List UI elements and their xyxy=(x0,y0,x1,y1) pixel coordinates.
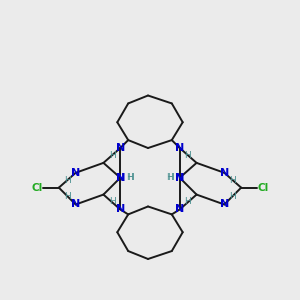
Text: N: N xyxy=(116,143,125,153)
Text: N: N xyxy=(116,173,125,183)
Text: H: H xyxy=(167,173,173,182)
Text: H: H xyxy=(229,176,236,185)
Text: N: N xyxy=(71,168,80,178)
Text: H: H xyxy=(229,192,236,201)
Text: H: H xyxy=(184,152,191,160)
Text: N: N xyxy=(116,173,125,183)
Text: H: H xyxy=(167,173,174,182)
Text: H: H xyxy=(127,173,134,182)
Text: H: H xyxy=(184,197,191,206)
Text: N: N xyxy=(116,204,125,214)
Text: H: H xyxy=(109,197,116,206)
Text: N: N xyxy=(220,168,229,178)
Text: Cl: Cl xyxy=(257,183,268,193)
Text: H: H xyxy=(109,152,116,160)
Text: Cl: Cl xyxy=(32,183,43,193)
Text: H: H xyxy=(64,192,71,201)
Text: N: N xyxy=(175,173,184,183)
Text: N: N xyxy=(71,200,80,209)
Text: H: H xyxy=(64,176,71,185)
Text: N: N xyxy=(175,173,184,183)
Text: N: N xyxy=(175,204,184,214)
Text: N: N xyxy=(220,200,229,209)
Text: H: H xyxy=(126,173,133,182)
Text: N: N xyxy=(175,143,184,153)
